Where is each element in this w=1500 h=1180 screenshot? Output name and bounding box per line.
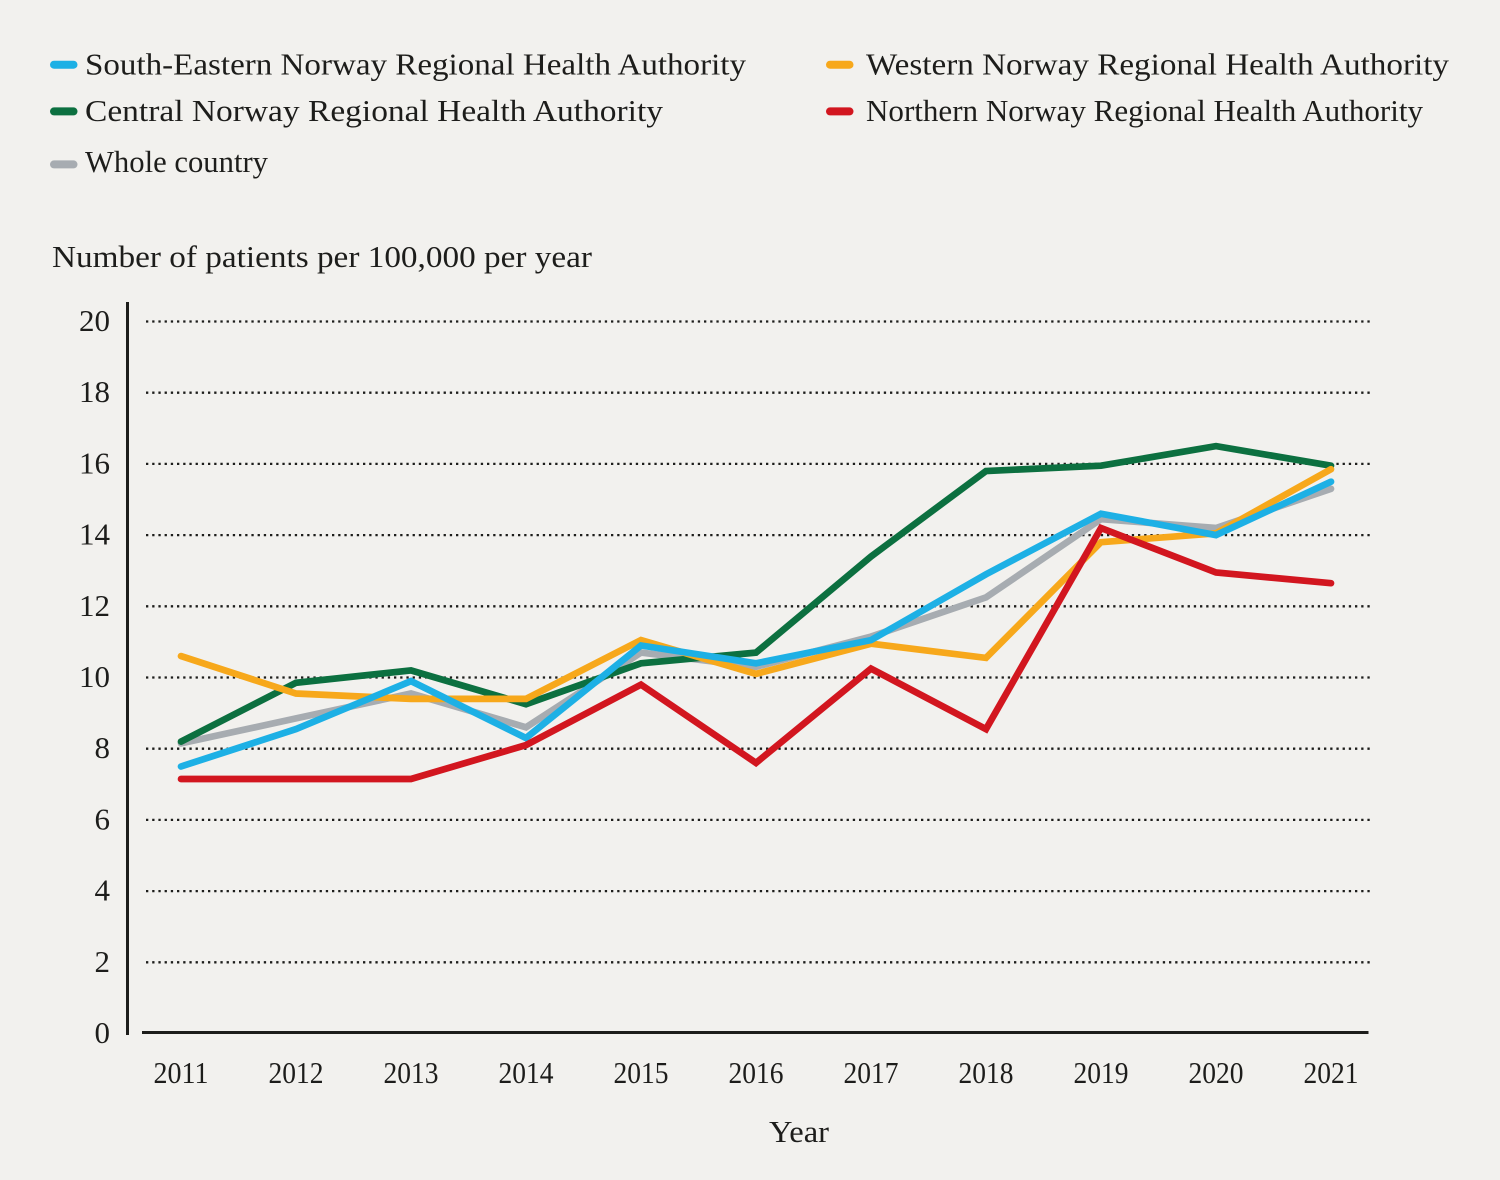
- svg-text:16: 16: [79, 445, 110, 480]
- svg-text:2020: 2020: [1189, 1055, 1244, 1090]
- svg-text:Year: Year: [769, 1114, 830, 1149]
- svg-text:12: 12: [79, 588, 110, 623]
- svg-text:2: 2: [95, 944, 111, 979]
- svg-text:10: 10: [79, 659, 110, 694]
- svg-text:0: 0: [95, 1015, 111, 1050]
- svg-text:2021: 2021: [1304, 1055, 1359, 1090]
- svg-text:South-Eastern Norway Regional: South-Eastern Norway Regional Health Aut…: [85, 47, 747, 82]
- svg-text:20: 20: [79, 303, 110, 338]
- svg-text:2013: 2013: [384, 1055, 439, 1090]
- svg-text:2018: 2018: [959, 1055, 1014, 1090]
- svg-text:2015: 2015: [614, 1055, 669, 1090]
- svg-text:8: 8: [95, 730, 111, 765]
- svg-text:Western Norway Regional Health: Western Norway Regional Health Authority: [866, 47, 1450, 82]
- svg-text:14: 14: [79, 517, 111, 552]
- svg-text:Northern Norway Regional Healt: Northern Norway Regional Health Authorit…: [866, 93, 1423, 128]
- svg-text:2011: 2011: [154, 1055, 209, 1090]
- svg-text:2014: 2014: [499, 1055, 554, 1090]
- svg-text:6: 6: [95, 801, 111, 836]
- svg-text:Whole country: Whole country: [85, 144, 268, 179]
- svg-text:2012: 2012: [269, 1055, 324, 1090]
- svg-text:Number of patients per 100,000: Number of patients per 100,000 per year: [52, 239, 593, 274]
- svg-text:2017: 2017: [844, 1055, 899, 1090]
- svg-text:2016: 2016: [729, 1055, 784, 1090]
- svg-text:2019: 2019: [1074, 1055, 1129, 1090]
- svg-text:4: 4: [95, 873, 111, 908]
- svg-text:18: 18: [79, 374, 110, 409]
- svg-text:Central Norway Regional Health: Central Norway Regional Health Authority: [85, 93, 664, 128]
